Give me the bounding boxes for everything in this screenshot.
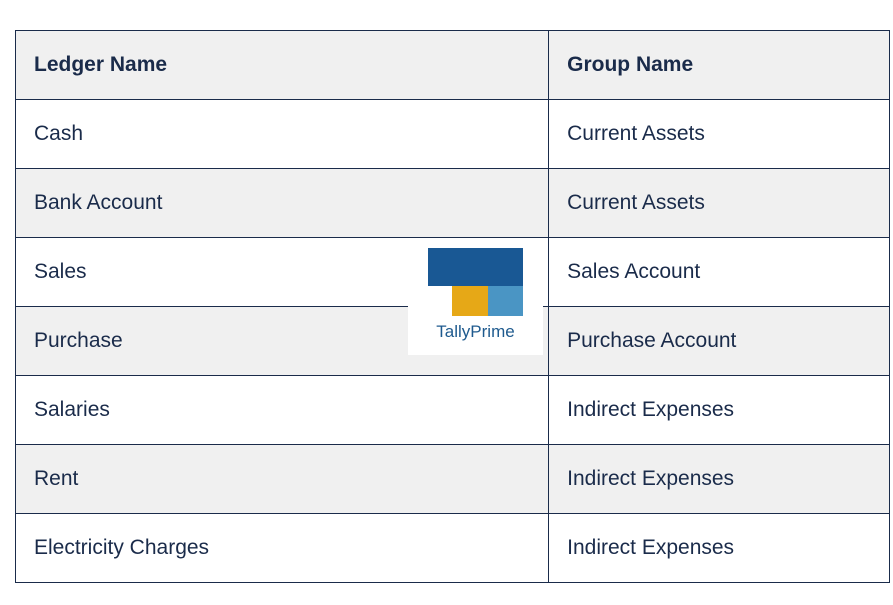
cell-group: Current Assets: [549, 100, 890, 169]
cell-group: Sales Account: [549, 238, 890, 307]
cell-ledger: Bank Account: [16, 169, 549, 238]
cell-group: Purchase Account: [549, 307, 890, 376]
col-header-ledger: Ledger Name: [16, 31, 549, 100]
table-row: Cash Current Assets: [16, 100, 890, 169]
cell-group: Current Assets: [549, 169, 890, 238]
table-row: Electricity Charges Indirect Expenses: [16, 514, 890, 583]
cell-ledger: Rent: [16, 445, 549, 514]
cell-group: Indirect Expenses: [549, 445, 890, 514]
table-row: Bank Account Current Assets: [16, 169, 890, 238]
table-header-row: Ledger Name Group Name: [16, 31, 890, 100]
col-header-group: Group Name: [549, 31, 890, 100]
cell-ledger: Electricity Charges: [16, 514, 549, 583]
table-row: Salaries Indirect Expenses: [16, 376, 890, 445]
cell-group: Indirect Expenses: [549, 514, 890, 583]
tallyprime-icon: [428, 248, 523, 316]
tallyprime-label: TallyPrime: [408, 322, 543, 342]
tallyprime-logo: TallyPrime: [408, 240, 543, 355]
cell-ledger: Salaries: [16, 376, 549, 445]
cell-group: Indirect Expenses: [549, 376, 890, 445]
table-row: Rent Indirect Expenses: [16, 445, 890, 514]
cell-ledger: Cash: [16, 100, 549, 169]
